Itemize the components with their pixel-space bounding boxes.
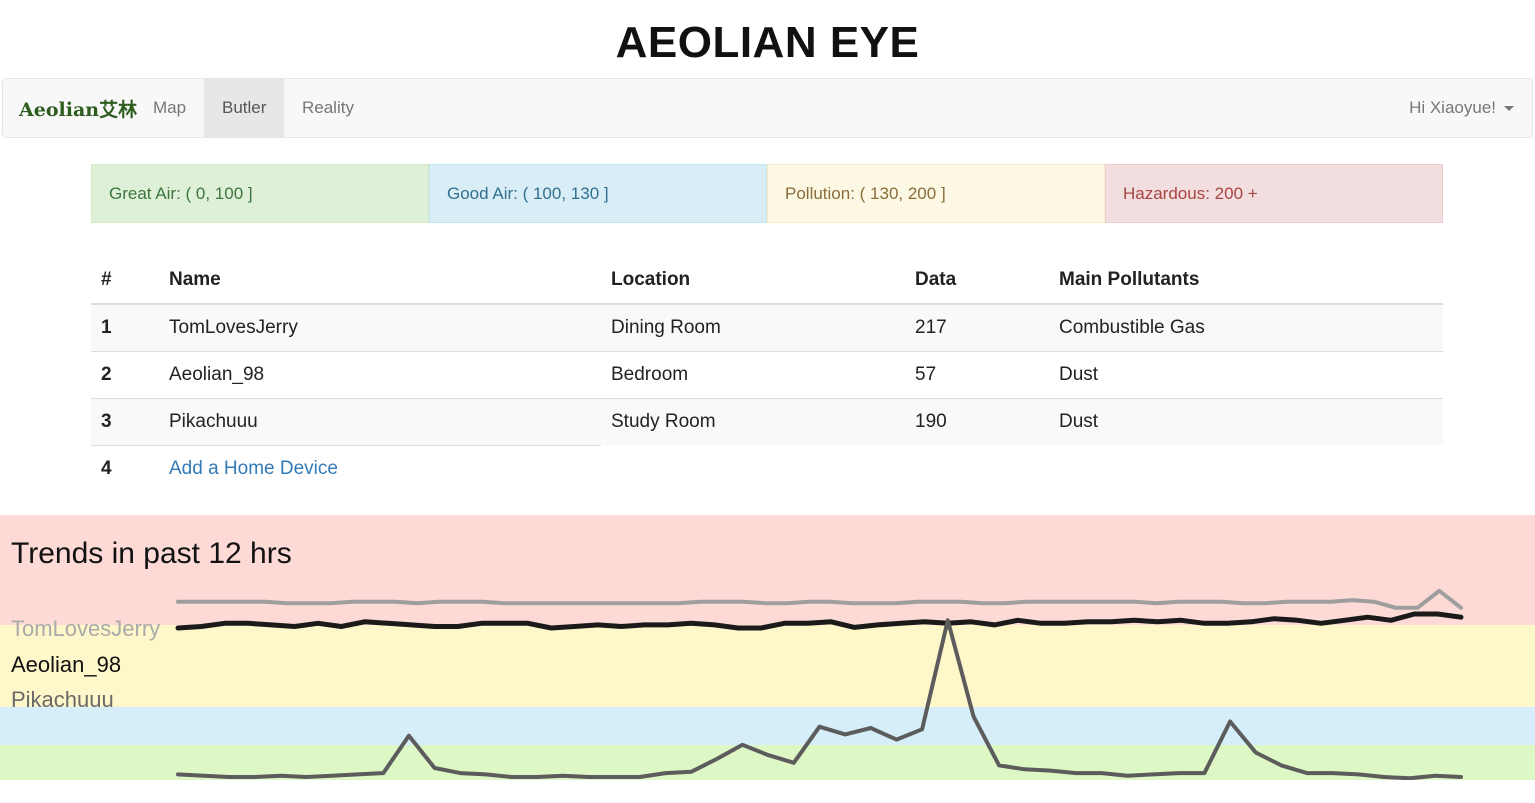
legend-pollution: Pollution: ( 130, 200 ] (767, 164, 1105, 223)
empty-cell (601, 445, 905, 492)
table-row[interactable]: 2 Aeolian_98 Bedroom 57 Dust (91, 350, 1443, 398)
add-device-row: 4 Add a Home Device (91, 444, 1443, 492)
nav-item-butler[interactable]: Butler (204, 79, 285, 137)
row-name: TomLovesJerry (159, 303, 601, 351)
series-label-pikachuuu: Pikachuuu (11, 687, 114, 712)
user-greeting: Hi Xiaoyue! (1409, 98, 1496, 117)
legend-great-air: Great Air: ( 0, 100 ] (91, 164, 429, 223)
trends-panel: Trends in past 12 hrs TomLovesJerry Aeol… (0, 515, 1535, 780)
row-num: 3 (91, 397, 159, 445)
brand-logo[interactable]: Aeolian艾林 (19, 99, 138, 121)
row-pollutants: Combustible Gas (1049, 303, 1443, 351)
nav-item-map[interactable]: Map (153, 98, 187, 117)
row-num: 2 (91, 350, 159, 398)
trends-title: Trends in past 12 hrs (11, 537, 292, 570)
col-header-data: Data (905, 256, 1049, 305)
col-header-name: Name (159, 256, 601, 305)
col-header-pollutants: Main Pollutants (1049, 256, 1443, 305)
trend-line-aeolian-98 (175, 611, 1464, 631)
row-location: Study Room (601, 397, 905, 445)
row-location: Bedroom (601, 350, 905, 398)
add-home-device-link[interactable]: Add a Home Device (169, 457, 338, 479)
row-location: Dining Room (601, 303, 905, 351)
row-data: 217 (905, 303, 1049, 351)
row-name: Pikachuuu (159, 397, 601, 445)
trend-line-tomlovesjerry (176, 588, 1463, 610)
band-hazardous (0, 515, 1535, 625)
empty-cell (1049, 445, 1443, 492)
empty-cell (905, 445, 1049, 492)
row-data: 190 (905, 397, 1049, 445)
series-label-tomlovesjerry: TomLovesJerry (11, 616, 161, 641)
air-quality-legend: Great Air: ( 0, 100 ] Good Air: ( 100, 1… (91, 164, 1443, 223)
row-num: 1 (91, 303, 159, 351)
band-pollution (0, 625, 1535, 707)
trend-chart (175, 588, 1464, 780)
devices-table: # Name Location Data Main Pollutants 1 T… (91, 256, 1443, 492)
legend-good-air: Good Air: ( 100, 130 ] (429, 164, 767, 223)
add-device-cell: Add a Home Device (159, 444, 601, 492)
app-title: AEOLIAN EYE (615, 18, 920, 67)
user-menu-dropdown[interactable]: Hi Xiaoyue! (1409, 79, 1514, 137)
col-header-num: # (91, 256, 159, 305)
table-row[interactable]: 3 Pikachuuu Study Room 190 Dust (91, 397, 1443, 445)
row-pollutants: Dust (1049, 350, 1443, 398)
band-good-air (0, 707, 1535, 745)
table-row[interactable]: 1 TomLovesJerry Dining Room 217 Combusti… (91, 303, 1443, 351)
col-header-location: Location (601, 256, 905, 305)
trend-line-pikachuuu (176, 618, 1463, 780)
navbar: Aeolian艾林 Map Butler Reality Hi Xiaoyue! (2, 78, 1533, 138)
series-label-aeolian-98: Aeolian_98 (11, 652, 122, 677)
row-pollutants: Dust (1049, 397, 1443, 445)
row-name: Aeolian_98 (159, 350, 601, 398)
table-header-row: # Name Location Data Main Pollutants (91, 256, 1443, 305)
row-data: 57 (905, 350, 1049, 398)
caret-down-icon (1504, 106, 1514, 112)
row-num: 4 (91, 444, 159, 492)
nav-item-reality[interactable]: Reality (302, 98, 354, 117)
legend-hazardous: Hazardous: 200 + (1105, 164, 1443, 223)
